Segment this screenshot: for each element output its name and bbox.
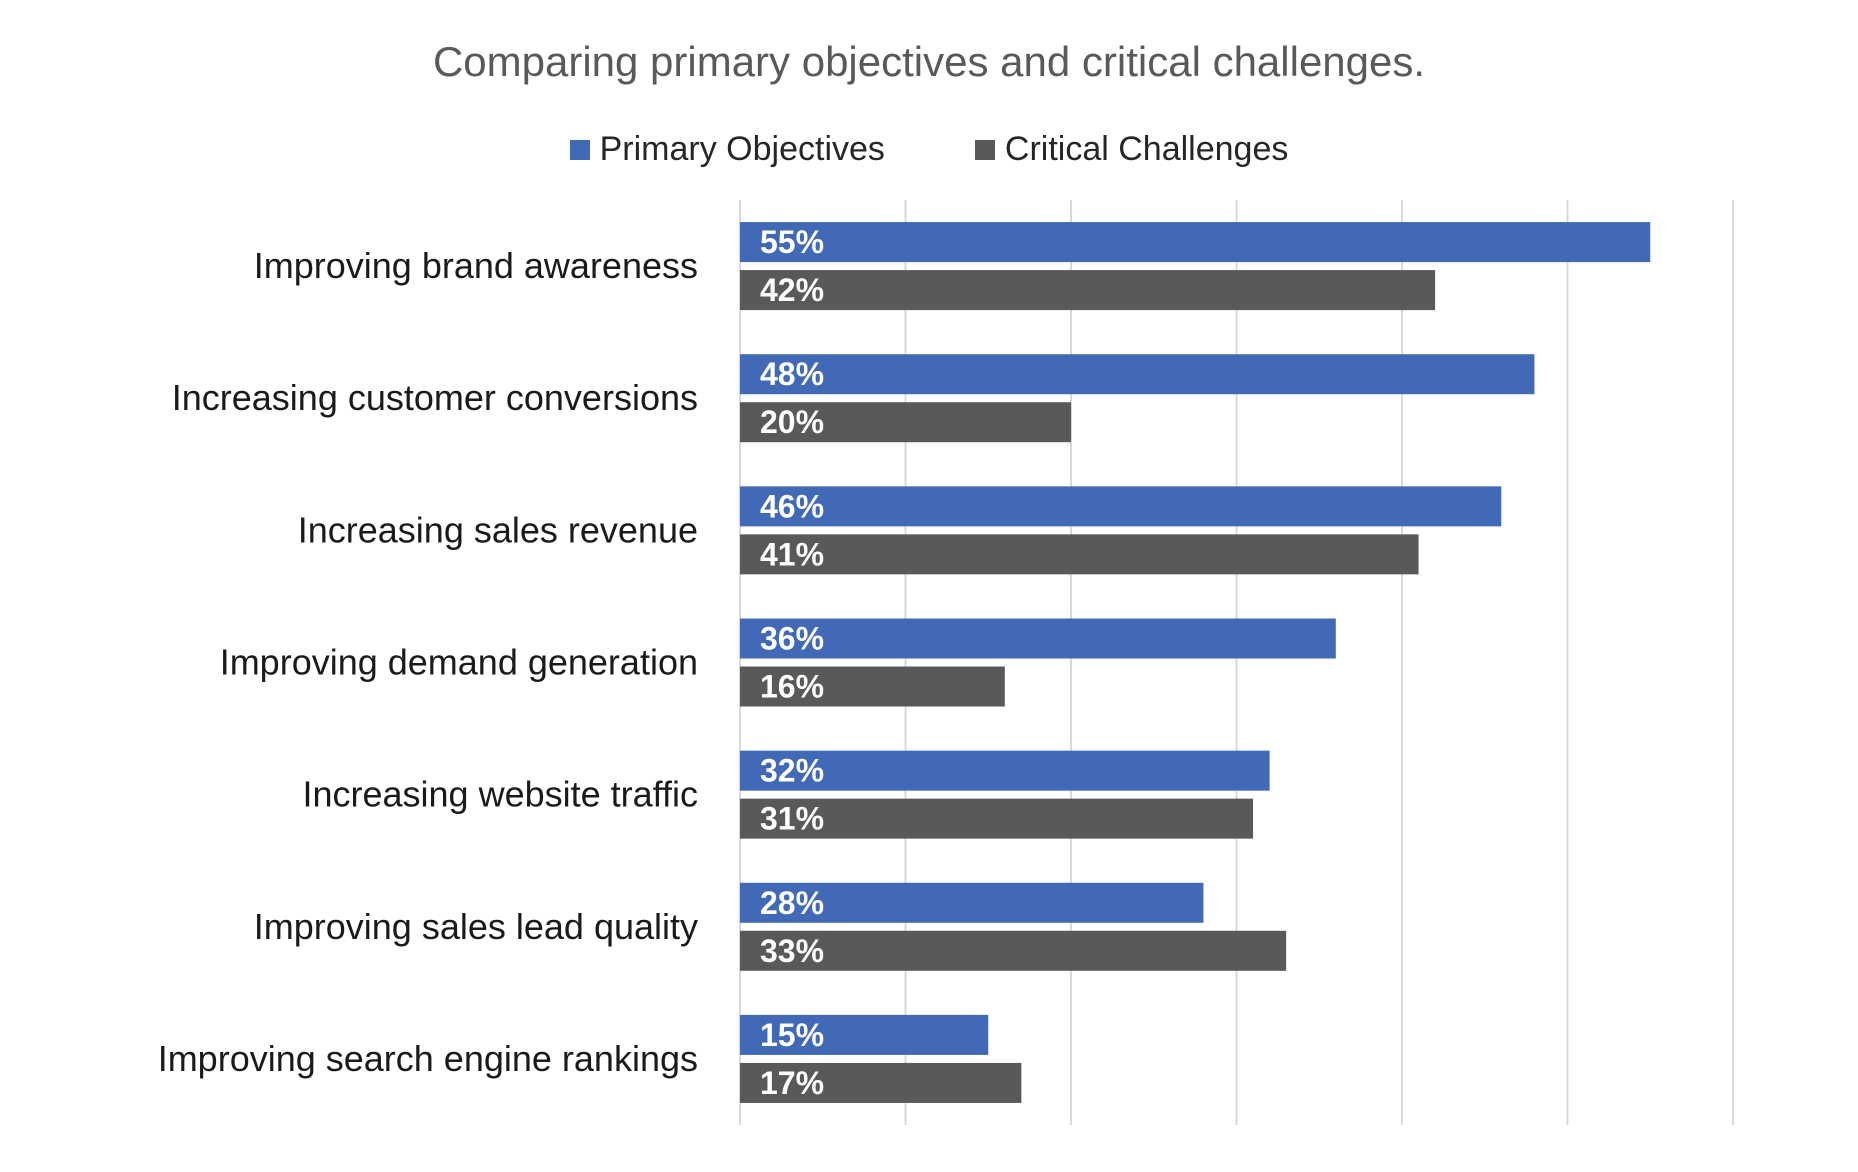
bar-primary-objectives bbox=[740, 882, 1204, 923]
legend-label-critical-challenges: Critical Challenges bbox=[1004, 130, 1289, 168]
category-label: Increasing customer conversions bbox=[172, 377, 698, 418]
legend-item-primary-objectives: Primary Objectives bbox=[569, 130, 885, 169]
data-label: 32% bbox=[760, 753, 824, 789]
legend-swatch-critical-challenges bbox=[974, 139, 995, 160]
data-label: 17% bbox=[760, 1065, 824, 1101]
legend-swatch-primary-objectives bbox=[569, 139, 590, 160]
data-label: 28% bbox=[760, 885, 824, 921]
bar-primary-objectives bbox=[740, 750, 1270, 791]
data-label: 20% bbox=[760, 404, 824, 440]
data-label: 48% bbox=[760, 356, 824, 392]
bar-primary-objectives bbox=[740, 354, 1535, 395]
category-label: Improving brand awareness bbox=[254, 245, 698, 286]
data-label: 16% bbox=[760, 669, 824, 705]
data-label: 15% bbox=[760, 1017, 824, 1053]
bar-critical-challenges bbox=[740, 402, 1071, 443]
data-label: 36% bbox=[760, 621, 824, 657]
category-label: Improving demand generation bbox=[220, 642, 698, 683]
bar-critical-challenges bbox=[740, 534, 1419, 575]
bar-primary-objectives bbox=[740, 618, 1336, 659]
bar-critical-challenges bbox=[740, 1062, 1022, 1103]
category-label: Increasing website traffic bbox=[302, 774, 698, 815]
data-label: 33% bbox=[760, 933, 824, 969]
bar-primary-objectives bbox=[740, 486, 1502, 527]
legend: Primary Objectives Critical Challenges bbox=[0, 130, 1858, 169]
bar-primary-objectives bbox=[740, 1014, 989, 1055]
bar-critical-challenges bbox=[740, 270, 1436, 311]
bar-primary-objectives bbox=[740, 222, 1651, 263]
chart-title: Comparing primary objectives and critica… bbox=[432, 38, 1426, 85]
data-label: 46% bbox=[760, 488, 824, 524]
bar-critical-challenges bbox=[740, 666, 1005, 707]
category-label: Improving search engine rankings bbox=[158, 1038, 698, 1079]
data-label: 31% bbox=[760, 801, 824, 837]
data-label: 41% bbox=[760, 536, 824, 572]
legend-item-critical-challenges: Critical Challenges bbox=[974, 130, 1289, 169]
legend-label-primary-objectives: Primary Objectives bbox=[599, 130, 885, 168]
data-label: 55% bbox=[760, 224, 824, 260]
category-label: Increasing sales revenue bbox=[298, 509, 698, 550]
data-label: 42% bbox=[760, 272, 824, 308]
bar-critical-challenges bbox=[740, 930, 1287, 971]
bar-critical-challenges bbox=[740, 798, 1254, 839]
category-label: Improving sales lead quality bbox=[254, 906, 698, 947]
